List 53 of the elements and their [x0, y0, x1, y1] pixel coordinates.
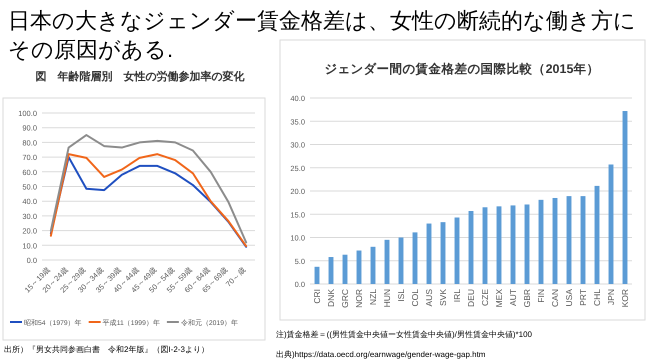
- x-tick-label: IRL: [452, 288, 462, 302]
- x-tick-label: CRI: [312, 289, 322, 304]
- bar: [398, 238, 404, 284]
- bar: [328, 257, 334, 284]
- x-tick-label: AUT: [508, 289, 518, 306]
- text: 日本の大きなジェンダー賃金格差は、女性の断続的な働き方にその原因がある.: [8, 8, 636, 62]
- x-tick-label: GRC: [340, 289, 350, 308]
- bar: [440, 222, 446, 284]
- x-tick-label: GBR: [522, 289, 532, 308]
- x-tick-label: FIN: [536, 289, 546, 303]
- bar: [552, 198, 558, 284]
- x-tick-label: PRT: [578, 289, 588, 306]
- bar: [538, 200, 544, 284]
- x-tick-label: HUN: [382, 289, 392, 308]
- bar: [426, 224, 432, 284]
- x-tick-label: AUS: [424, 288, 434, 306]
- bar: [342, 254, 348, 284]
- x-tick-label: NZL: [368, 288, 378, 306]
- x-tick-label: DEU: [466, 289, 476, 307]
- bar: [566, 196, 572, 284]
- bar: [412, 232, 418, 284]
- x-tick-label: CAN: [550, 289, 560, 307]
- x-tick-label: KOR: [620, 289, 630, 308]
- x-tick-label: USA: [564, 288, 574, 306]
- bar: [524, 204, 530, 284]
- x-tick-label: NOR: [354, 289, 364, 308]
- text: 注)賃金格差＝((男性賃金中央値ー女性賃金中央値)/男性賃金中央値)*100: [276, 330, 533, 339]
- bar: [370, 246, 376, 284]
- bar: [314, 266, 320, 284]
- bar: [454, 218, 460, 284]
- x-tick-label: DNK: [326, 288, 336, 307]
- bar: [482, 207, 488, 284]
- bar: [384, 240, 390, 284]
- text: 出所）『男女共同参画白書 令和2年版』（図I-2-3より）: [4, 345, 209, 354]
- bar: [608, 164, 614, 284]
- x-tick-label: ISL: [396, 288, 406, 302]
- bar: [580, 196, 586, 284]
- x-tick-label: CZE: [480, 288, 490, 306]
- line-series: [50, 134, 248, 244]
- bar: [622, 111, 628, 284]
- x-tick-label: JPN: [606, 289, 616, 306]
- x-tick-label: CHL: [592, 288, 602, 306]
- x-tick-label: MEX: [494, 288, 504, 308]
- bar: [356, 250, 362, 284]
- x-tick-label: COL: [410, 288, 420, 306]
- bar: [594, 186, 600, 284]
- bar: [496, 206, 502, 284]
- chart-title: ジェンダー間の賃金格差の国際比較（2015年）: [324, 62, 600, 76]
- x-tick-label: SVK: [438, 288, 448, 306]
- source-note: 出典)https://data.oecd.org/earnwage/gender-wage-gap.htm: [276, 350, 486, 359]
- bar: [468, 210, 474, 284]
- chart-title: 図 年齢階層別 女性の労働参加率の変化: [36, 70, 246, 83]
- bar: [510, 205, 516, 284]
